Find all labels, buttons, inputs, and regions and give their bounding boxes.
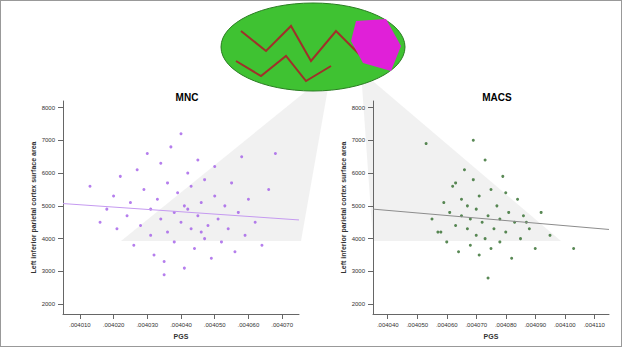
svg-text:Left inferior parietal cortex: Left inferior parietal cortex surface ar… — [340, 141, 348, 273]
svg-text:MNC: MNC — [176, 92, 199, 103]
svg-text:4000: 4000 — [352, 236, 366, 242]
svg-text:.004050: .004050 — [204, 322, 226, 328]
svg-text:.004090: .004090 — [524, 322, 546, 328]
svg-text:6000: 6000 — [352, 170, 366, 176]
svg-text:MACS: MACS — [482, 92, 512, 103]
svg-text:3000: 3000 — [42, 268, 56, 274]
svg-text:2000: 2000 — [352, 301, 366, 307]
svg-text:5000: 5000 — [352, 203, 366, 209]
svg-text:.004100: .004100 — [554, 322, 576, 328]
svg-text:7000: 7000 — [42, 137, 56, 143]
svg-text:Left inferior parietal cortex: Left inferior parietal cortex surface ar… — [30, 141, 38, 273]
svg-text:.004080: .004080 — [495, 322, 517, 328]
svg-text:.004040: .004040 — [170, 322, 192, 328]
svg-text:.004060: .004060 — [238, 322, 260, 328]
svg-text:.004020: .004020 — [103, 322, 125, 328]
svg-text:8000: 8000 — [352, 105, 366, 111]
svg-text:.004110: .004110 — [584, 322, 606, 328]
svg-text:4000: 4000 — [42, 236, 56, 242]
svg-text:.004070: .004070 — [271, 322, 293, 328]
svg-text:.004030: .004030 — [136, 322, 158, 328]
svg-text:PGS: PGS — [174, 333, 189, 340]
svg-text:PGS: PGS — [484, 333, 499, 340]
svg-text:7000: 7000 — [352, 137, 366, 143]
svg-text:3000: 3000 — [352, 268, 366, 274]
svg-text:.004060: .004060 — [436, 322, 458, 328]
svg-text:5000: 5000 — [42, 203, 56, 209]
svg-text:.004040: .004040 — [377, 322, 399, 328]
svg-text:6000: 6000 — [42, 170, 56, 176]
svg-text:.004050: .004050 — [406, 322, 428, 328]
svg-text:.004010: .004010 — [69, 322, 91, 328]
svg-text:.004070: .004070 — [465, 322, 487, 328]
svg-text:8000: 8000 — [42, 105, 56, 111]
svg-text:2000: 2000 — [42, 301, 56, 307]
